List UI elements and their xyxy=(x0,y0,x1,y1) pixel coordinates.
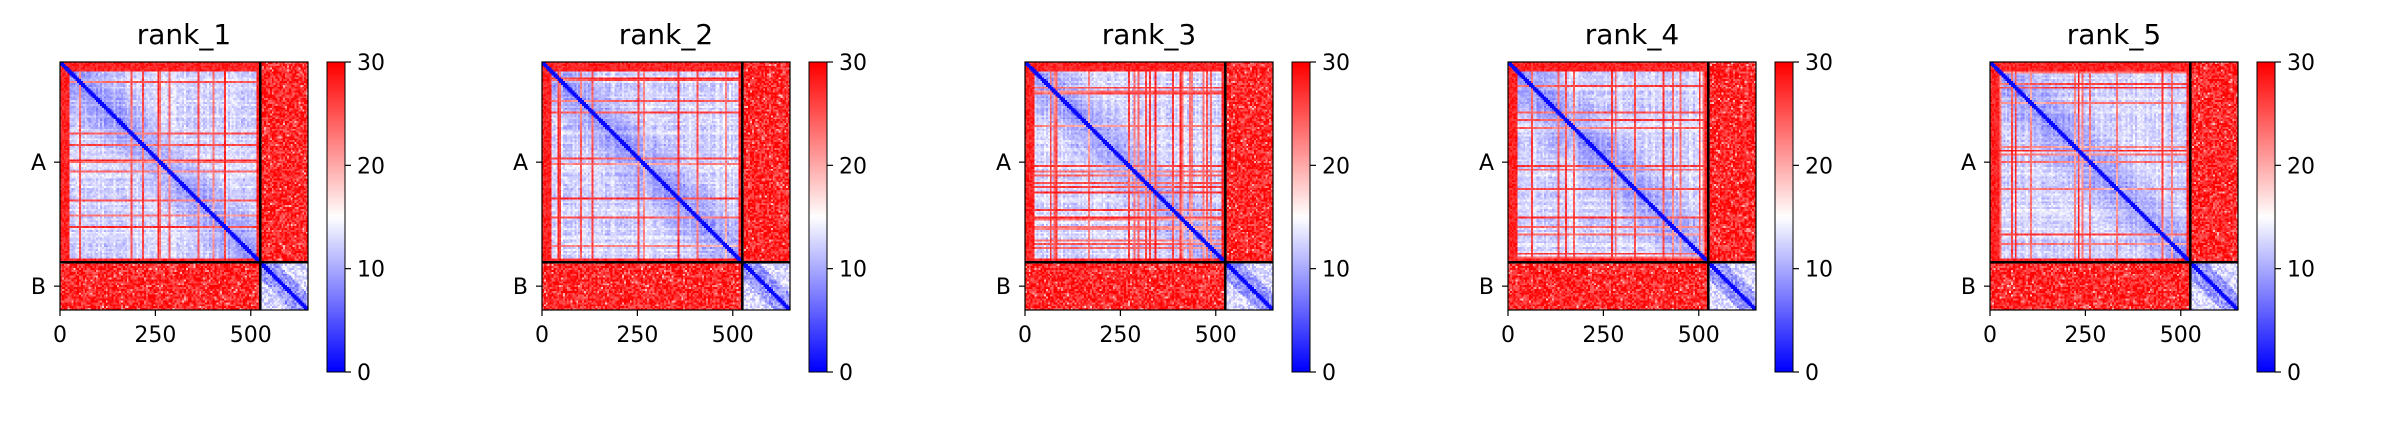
colorbar xyxy=(2257,62,2275,372)
colorbar xyxy=(809,62,827,372)
plot-frame xyxy=(541,61,791,311)
chain-label: B xyxy=(1479,275,1494,300)
colorbar-tick-label: 30 xyxy=(1322,51,1350,76)
colorbar-tick-label: 10 xyxy=(1322,258,1350,283)
chain-label: A xyxy=(1479,151,1494,176)
pae-heatmap xyxy=(1990,62,2238,310)
colorbar-tick-label: 30 xyxy=(1805,51,1833,76)
colorbar xyxy=(1292,62,1310,372)
x-tick-label: 0 xyxy=(1501,323,1515,348)
colorbar-tick-label: 0 xyxy=(839,361,853,386)
panel-title: rank_3 xyxy=(1102,18,1196,51)
colorbar-frame xyxy=(326,61,346,373)
x-tick-label: 0 xyxy=(1018,323,1032,348)
colorbar-frame xyxy=(1774,61,1794,373)
x-tick-label: 250 xyxy=(134,323,176,348)
panel-title: rank_1 xyxy=(137,18,231,51)
colorbar-tick-label: 30 xyxy=(2287,51,2315,76)
plot-frame xyxy=(1507,61,1757,311)
plot-frame xyxy=(1024,61,1274,311)
x-tick-label: 500 xyxy=(2160,323,2202,348)
x-tick-label: 0 xyxy=(1983,323,1997,348)
panel-title: rank_5 xyxy=(2067,18,2161,51)
colorbar-tick-label: 20 xyxy=(357,154,385,179)
pae-heatmap xyxy=(1508,62,1756,310)
colorbar-frame xyxy=(1291,61,1311,373)
panel-title: rank_2 xyxy=(619,18,713,51)
x-tick-label: 500 xyxy=(712,323,754,348)
colorbar-tick-label: 10 xyxy=(839,258,867,283)
colorbar-tick-label: 0 xyxy=(2287,361,2301,386)
x-tick-label: 250 xyxy=(616,323,658,348)
colorbar-tick-label: 20 xyxy=(1322,154,1350,179)
x-tick-label: 500 xyxy=(1195,323,1237,348)
colorbar-tick-label: 30 xyxy=(357,51,385,76)
chain-label: B xyxy=(513,275,528,300)
x-tick-label: 250 xyxy=(2064,323,2106,348)
colorbar-frame xyxy=(808,61,828,373)
colorbar-tick-label: 0 xyxy=(1805,361,1819,386)
colorbar xyxy=(327,62,345,372)
colorbar-tick-label: 20 xyxy=(2287,154,2315,179)
pae-heatmap xyxy=(1025,62,1273,310)
colorbar-tick-label: 20 xyxy=(839,154,867,179)
colorbar-tick-label: 0 xyxy=(1322,361,1336,386)
colorbar-tick-label: 10 xyxy=(1805,258,1833,283)
panel-title: rank_4 xyxy=(1585,18,1679,51)
pae-heatmap xyxy=(542,62,790,310)
colorbar xyxy=(1775,62,1793,372)
pae-heatmap xyxy=(60,62,308,310)
chain-label: A xyxy=(513,151,528,176)
colorbar-tick-label: 10 xyxy=(2287,258,2315,283)
chain-label: A xyxy=(1961,151,1976,176)
colorbar-tick-label: 20 xyxy=(1805,154,1833,179)
chain-label: B xyxy=(31,275,46,300)
plot-frame xyxy=(1989,61,2239,311)
x-tick-label: 500 xyxy=(230,323,272,348)
colorbar-tick-label: 0 xyxy=(357,361,371,386)
chain-label: A xyxy=(31,151,46,176)
x-tick-label: 0 xyxy=(535,323,549,348)
colorbar-tick-label: 30 xyxy=(839,51,867,76)
colorbar-frame xyxy=(2256,61,2276,373)
chain-label: A xyxy=(996,151,1011,176)
chain-label: B xyxy=(1961,275,1976,300)
chain-label: B xyxy=(996,275,1011,300)
plot-frame xyxy=(59,61,309,311)
x-tick-label: 500 xyxy=(1678,323,1720,348)
x-tick-label: 250 xyxy=(1582,323,1624,348)
x-tick-label: 250 xyxy=(1099,323,1141,348)
x-tick-label: 0 xyxy=(53,323,67,348)
colorbar-tick-label: 10 xyxy=(357,258,385,283)
